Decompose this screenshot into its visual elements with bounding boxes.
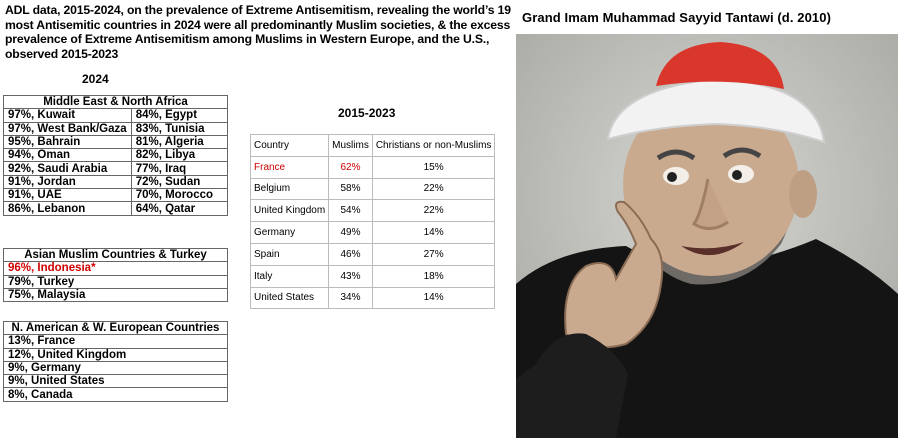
portrait-caption: Grand Imam Muhammad Sayyid Tantawi (d. 2…	[522, 10, 832, 25]
table-row: 86%, Lebanon 64%, Qatar	[3, 201, 229, 216]
range-title: 2015-2023	[338, 106, 396, 120]
table-cell: 91%, UAE	[3, 188, 132, 203]
table-cell: 77%, Iraq	[130, 161, 229, 176]
others-cell: 14%	[371, 286, 496, 310]
table-cell: 92%, Saudi Arabia	[3, 161, 132, 176]
country-cell: Germany	[249, 221, 330, 244]
others-cell: 18%	[371, 264, 496, 288]
asia-table: Asian Muslim Countries & Turkey 96%, Ind…	[3, 247, 228, 303]
table-row: Spain 46% 27%	[249, 242, 496, 266]
face-shape	[623, 92, 799, 276]
table-row: 95%, Bahrain 81%, Algeria	[3, 134, 229, 150]
cap-shape	[656, 42, 784, 89]
column-header-muslims: Muslims	[328, 134, 373, 157]
table-cell-highlight: 96%, Indonesia*	[3, 261, 228, 276]
table-cell: 75%, Malaysia	[3, 287, 228, 303]
comparison-table: Country Muslims Christians or non-Muslim…	[249, 134, 496, 310]
muslims-cell: 46%	[328, 242, 373, 266]
table-cell: 13%, France	[3, 334, 228, 349]
country-cell-highlight: France	[249, 155, 330, 179]
table-cell: 97%, Kuwait	[3, 108, 132, 123]
table-row: France 62% 15%	[249, 155, 496, 179]
portrait-illustration	[516, 34, 898, 438]
table-row: United Kingdom 54% 22%	[249, 199, 496, 223]
table-row: 96%, Indonesia*	[3, 261, 228, 276]
table-row: 13%, France	[3, 334, 228, 349]
table-row: 94%, Oman 82%, Libya	[3, 148, 229, 163]
country-cell: Belgium	[249, 177, 330, 201]
table-cell: 83%, Tunisia	[130, 121, 229, 136]
table-row: 97%, West Bank/Gaza 83%, Tunisia	[3, 121, 229, 136]
table-cell: 91%, Jordan	[3, 174, 132, 190]
asia-header: Asian Muslim Countries & Turkey	[3, 247, 228, 263]
table-cell: 81%, Algeria	[130, 134, 229, 150]
table-row: 97%, Kuwait 84%, Egypt	[3, 108, 229, 123]
muslims-cell-highlight: 62%	[328, 155, 373, 179]
table-row: 9%, Germany	[3, 360, 228, 376]
muslims-cell: 34%	[328, 286, 373, 310]
muslims-cell: 58%	[328, 177, 373, 201]
country-cell: United Kingdom	[249, 199, 330, 223]
country-cell: United States	[249, 286, 330, 310]
hand-shape	[564, 200, 664, 349]
table-cell: 9%, Germany	[3, 360, 228, 376]
others-cell: 15%	[371, 155, 496, 179]
muslims-cell: 54%	[328, 199, 373, 223]
table-row: 12%, United Kingdom	[3, 347, 228, 362]
table-row: 9%, United States	[3, 374, 228, 389]
table-row: 75%, Malaysia	[3, 287, 228, 303]
table-cell: 79%, Turkey	[3, 274, 228, 289]
table-cell: 84%, Egypt	[130, 108, 229, 123]
table-row: 79%, Turkey	[3, 274, 228, 289]
table-row: Italy 43% 18%	[249, 264, 496, 288]
table-row: United States 34% 14%	[249, 286, 496, 310]
table-cell: 95%, Bahrain	[3, 134, 132, 150]
table-row: 92%, Saudi Arabia 77%, Iraq	[3, 161, 229, 176]
table-cell: 72%, Sudan	[130, 174, 229, 190]
west-header: N. American & W. European Countries	[3, 320, 228, 336]
table-row: 8%, Canada	[3, 387, 228, 402]
others-cell: 27%	[371, 242, 496, 266]
column-header-others: Christians or non-Muslims	[371, 134, 496, 157]
country-cell: Italy	[249, 264, 330, 288]
turban-shape	[606, 77, 826, 144]
table-cell: 86%, Lebanon	[3, 201, 132, 216]
table-row: Germany 49% 14%	[249, 221, 496, 244]
table-cell: 12%, United Kingdom	[3, 347, 228, 362]
others-cell: 22%	[371, 177, 496, 201]
muslims-cell: 43%	[328, 264, 373, 288]
portrait-svg	[516, 34, 898, 438]
mena-table: Middle East & North Africa 97%, Kuwait 84…	[3, 94, 229, 216]
column-header-country: Country	[249, 134, 330, 157]
west-table: N. American & W. European Countries 13%,…	[3, 320, 228, 402]
year-label-2024: 2024	[82, 72, 109, 86]
table-cell: 70%, Morocco	[130, 188, 229, 203]
others-cell: 14%	[371, 221, 496, 244]
mena-header: Middle East & North Africa	[3, 94, 228, 110]
table-row: 91%, Jordan 72%, Sudan	[3, 174, 229, 190]
table-cell: 94%, Oman	[3, 148, 132, 163]
others-cell: 22%	[371, 199, 496, 223]
table-row: Belgium 58% 22%	[249, 177, 496, 201]
table-cell: 8%, Canada	[3, 387, 228, 402]
table-cell: 64%, Qatar	[130, 201, 229, 216]
muslims-cell: 49%	[328, 221, 373, 244]
country-cell: Spain	[249, 242, 330, 266]
table-cell: 82%, Libya	[130, 148, 229, 163]
table-cell: 97%, West Bank/Gaza	[3, 121, 132, 136]
table-header-row: Country Muslims Christians or non-Muslim…	[249, 134, 496, 157]
headline: ADL data, 2015-2024, on the prevalence o…	[5, 3, 511, 61]
table-row: 91%, UAE 70%, Morocco	[3, 188, 229, 203]
table-cell: 9%, United States	[3, 374, 228, 389]
